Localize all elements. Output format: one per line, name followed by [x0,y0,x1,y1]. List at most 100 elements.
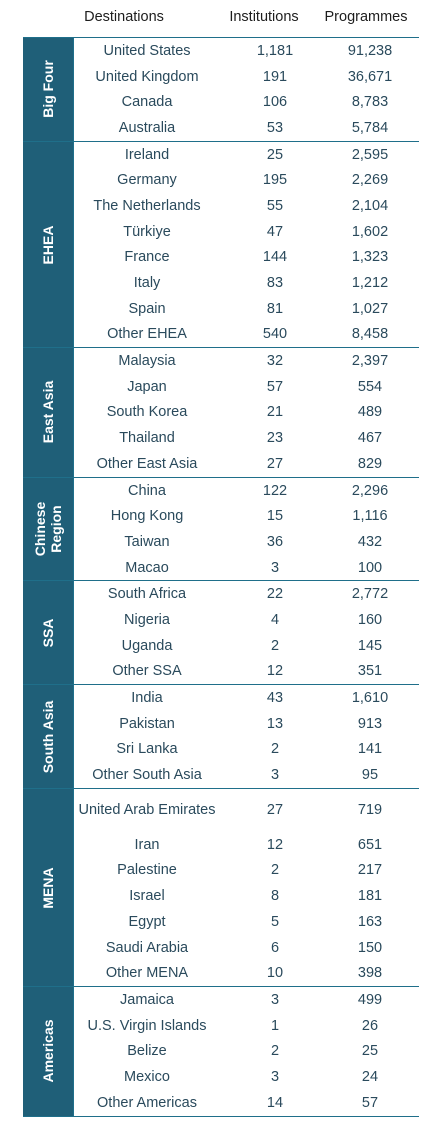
programmes-cell: 36,671 [347,68,393,85]
table-row: Other East Asia 27 829 [74,451,420,477]
destination-cell: Spain [128,300,166,317]
table-row: Ireland 25 2,595 [74,142,420,168]
table-header: Destinations Institutions Programmes [0,0,440,38]
destination-cell: Italy [133,275,161,292]
institutions-cell: 12 [266,663,284,680]
destination-cell: Other Americas [97,1094,197,1111]
programmes-cell: 489 [357,404,383,421]
column-header-destinations: Destinations [84,9,164,25]
table-row: Macao 3 100 [74,555,420,581]
institutions-cell: 2 [270,862,280,879]
table-row: Israel 8 181 [74,883,420,909]
table-row: U.S. Virgin Islands 1 26 [74,1013,420,1039]
destination-cell: United States [103,42,191,59]
region-band: MENA [23,788,73,987]
institutions-cell: 36 [266,533,284,550]
table-row: Other South Asia 3 95 [74,762,420,788]
region-label: SSA [40,618,56,648]
programmes-cell: 145 [357,637,383,654]
table-row: United Arab Emirates 27 719 [74,789,420,832]
destination-cell: Canada [121,94,173,111]
table-row: Other Americas 14 57 [74,1090,420,1116]
table-row: Pakistan 13 913 [74,711,420,737]
programmes-cell: 351 [357,663,383,680]
destination-cell: Egypt [128,913,166,930]
institutions-cell: 3 [270,991,280,1008]
institutions-cell: 53 [266,119,284,136]
region-group: EHEA Ireland 25 2,595 Germany 195 2,269 The Net… [23,140,420,348]
programmes-cell: 2,269 [351,172,389,189]
institutions-cell: 1 [270,1017,280,1034]
destination-cell: U.S. Virgin Islands [87,1017,207,1034]
destination-cell: Sri Lanka [116,741,178,758]
destination-cell: Germany [117,172,177,189]
programmes-cell: 91,238 [347,42,393,59]
column-header-institutions: Institutions [229,9,299,25]
programmes-cell: 719 [357,801,383,818]
table-row: Hong Kong 15 1,116 [74,503,420,529]
destination-cell: Israel [129,888,165,905]
institutions-cell: 57 [266,378,284,395]
programmes-cell: 163 [357,913,383,930]
table-row: Australia 53 5,784 [74,115,420,141]
institutions-cell: 43 [266,690,284,707]
region-label: EHEA [40,225,56,264]
region-label: Big Four [40,60,56,119]
institutions-cell: 14 [266,1094,284,1111]
region-band: EHEA [23,141,73,348]
institutions-cell: 81 [266,300,284,317]
region-group: MENA United Arab Emirates 27 719 Iran 12 651 Pa… [23,787,420,987]
institutions-cell: 2 [270,637,280,654]
programmes-cell: 26 [361,1017,379,1034]
table-row: Saudi Arabia 6 150 [74,935,420,961]
institutions-cell: 8 [270,888,280,905]
institutions-cell: 3 [270,559,280,576]
table-row: Canada 106 8,783 [74,89,420,115]
table-row: Iran 12 651 [74,832,420,858]
table-row: South Korea 21 489 [74,400,420,426]
table-row: Jamaica 3 499 [74,987,420,1013]
programmes-cell: 5,784 [351,119,389,136]
destination-cell: Other East Asia [96,455,198,472]
destination-cell: Uganda [121,637,173,654]
table-row: United States 1,181 91,238 [74,38,420,64]
region-band: Chinese Region [23,477,73,581]
programmes-cell: 24 [361,1068,379,1085]
table-row: Germany 195 2,269 [74,167,420,193]
programmes-cell: 57 [361,1094,379,1111]
programmes-cell: 2,296 [351,482,389,499]
destination-cell: Other MENA [105,965,189,982]
programmes-cell: 25 [361,1043,379,1060]
destination-cell: Mexico [124,1068,170,1085]
destination-cell: Jamaica [120,991,174,1008]
region-rows: United States 1,181 91,238 United Kingdom 19… [73,38,420,141]
destinations-table: Big Four United States 1,181 91,238 United K… [23,37,420,1117]
programmes-cell: 8,783 [351,94,389,111]
region-band: Americas [23,987,73,1116]
table-row: Malaysia 32 2,397 [74,348,420,374]
table-row: Belize 2 25 [74,1038,420,1064]
region-rows: United Arab Emirates 27 719 Iran 12 651 Palest… [73,788,420,987]
institutions-cell: 540 [262,326,288,343]
destination-cell: Other EHEA [107,326,187,343]
programmes-cell: 1,610 [351,690,389,707]
destination-cell: Belize [127,1043,167,1060]
destination-cell: India [131,690,163,707]
region-group: East Asia Malaysia 32 2,397 Japan 57 554 South … [23,347,420,477]
region-label: Americas [40,1019,56,1083]
institutions-cell: 122 [262,482,288,499]
institutions-cell: 106 [262,94,288,111]
table-row: Nigeria 4 160 [74,607,420,633]
institutions-cell: 55 [266,197,284,214]
table-row: Thailand 23 467 [74,425,420,451]
destination-cell: Hong Kong [110,508,184,525]
destination-cell: South Africa [107,586,187,603]
institutions-cell: 195 [262,172,288,189]
region-label: Chinese Region [32,501,64,557]
destination-cell: Japan [127,378,167,395]
table-row: Uganda 2 145 [74,633,420,659]
region-band: South Asia [23,685,73,788]
table-row: Other SSA 12 351 [74,659,420,685]
region-label: East Asia [40,381,56,444]
destination-cell: China [128,482,166,499]
